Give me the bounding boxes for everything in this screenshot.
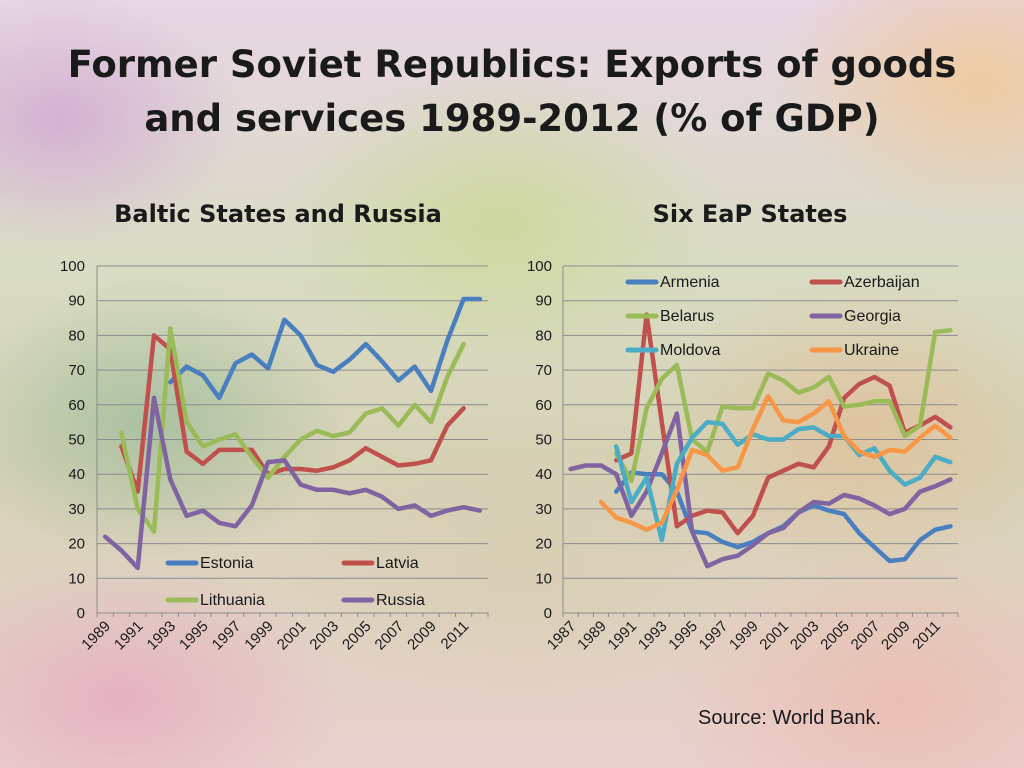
right-chart-title: Six EaP States [652,200,848,228]
y-tick-label: 60 [535,397,552,414]
legend-label-lithuania: Lithuania [200,592,265,609]
x-tick-label: 1991 [605,618,641,654]
y-tick-label: 10 [68,570,85,587]
y-tick-label: 50 [68,432,85,449]
legend-label-moldova: Moldova [660,342,721,359]
y-tick-label: 80 [68,327,85,344]
y-tick-label: 30 [68,501,85,518]
series-line-belarus [613,327,953,484]
y-tick-label: 10 [535,570,552,587]
y-tick-label: 20 [68,536,85,553]
x-tick-label: 2007 [848,618,884,654]
legend-label-ukraine: Ukraine [844,342,899,359]
x-tick-label: 1989 [574,618,610,654]
slide-title: Former Soviet Republics: Exports of good… [0,38,1024,146]
series-line-ukraine [598,393,953,532]
y-tick-label: 70 [535,362,552,379]
y-tick-label: 100 [60,258,85,275]
x-tick-label: 1993 [635,618,671,654]
x-tick-label: 2005 [817,618,853,654]
slide-title-line1: Former Soviet Republics: Exports of good… [67,43,957,86]
series-line-estonia [168,296,483,401]
series-line-russia [102,395,483,571]
legend-label-estonia: Estonia [200,555,253,572]
y-tick-label: 30 [535,501,552,518]
left-chart-title: Baltic States and Russia [114,200,442,228]
y-tick-label: 40 [68,466,85,483]
y-tick-label: 80 [535,327,552,344]
legend-label-azerbaijan: Azerbaijan [844,274,920,291]
y-tick-label: 90 [68,293,85,310]
x-tick-label: 1995 [665,618,701,654]
y-tick-label: 70 [68,362,85,379]
legend-label-armenia: Armenia [660,274,720,291]
y-tick-label: 20 [535,536,552,553]
legend-label-georgia: Georgia [844,308,901,325]
y-tick-label: 0 [544,605,552,622]
x-tick-label: 2001 [756,618,792,654]
x-tick-label: 1987 [544,618,580,654]
x-tick-label: 2011 [909,618,944,653]
series-line-georgia [568,411,953,569]
y-tick-label: 90 [535,293,552,310]
series-line-lithuania [119,326,466,534]
legend-label-russia: Russia [376,592,425,609]
x-tick-label: 2003 [787,618,823,654]
y-tick-label: 50 [535,432,552,449]
slide-title-line2: and services 1989-2012 (% of GDP) [144,97,880,140]
x-tick-label: 1999 [726,618,762,654]
y-tick-label: 60 [68,397,85,414]
y-tick-label: 0 [77,605,85,622]
y-tick-label: 100 [527,258,552,275]
legend-label-latvia: Latvia [376,555,419,572]
x-tick-label: 1997 [696,618,732,654]
series-line-moldova [613,419,953,543]
source-note: Source: World Bank. [698,707,882,729]
legend-label-belarus: Belarus [660,308,714,325]
y-tick-label: 40 [535,466,552,483]
x-tick-label: 2009 [878,618,914,654]
